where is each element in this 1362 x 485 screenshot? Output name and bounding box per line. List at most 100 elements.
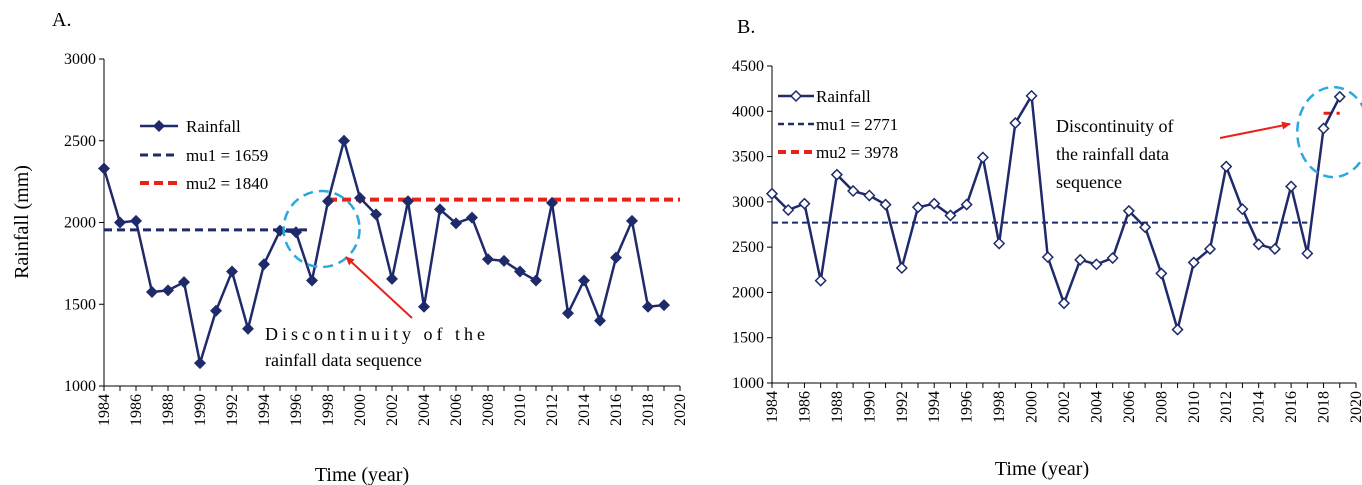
panel-a-annotation-line-1: Discontinuity of the [265, 324, 485, 344]
panel-b-rainfall-point [1187, 256, 1200, 269]
panel-b-x-tick-label: 2006 [1121, 391, 1138, 423]
panel-b-y-tick-label: 4500 [732, 58, 764, 75]
panel-b-rainfall-point [1301, 247, 1314, 260]
panel-a-x-tick-label: 2004 [416, 394, 433, 426]
panel-a-rainfall-point [626, 214, 638, 227]
panel-b-x-tick-label: 2010 [1186, 391, 1203, 423]
panel-b-x-tick-label: 1994 [926, 391, 943, 423]
panel-b-rainfall-point [798, 197, 811, 210]
panel-a-y-tick-label: 1500 [64, 296, 96, 313]
panel-b-rainfall-point [1285, 180, 1298, 193]
panel-a-x-tick-label: 2014 [576, 394, 593, 426]
panel-a-x-tick-label: 1984 [96, 394, 113, 426]
panel-a-x-tick-label: 2000 [352, 394, 369, 426]
panel-b-legend: Rainfall mu1 = 2771 mu2 = 3978 [778, 87, 898, 162]
panel-b-rainfall-point [1333, 90, 1346, 103]
panel-a-x-tick-label: 2008 [480, 394, 497, 426]
panel-b-rainfall-point [1009, 116, 1022, 130]
panel-b-x-tick-label: 1998 [991, 391, 1008, 423]
panel-a-x-tick-label: 2016 [608, 394, 625, 426]
panel-a-y-tick-label: 3000 [64, 51, 96, 68]
panel-a-x-tick-label: 2002 [384, 394, 401, 426]
panel-b-x-tick-label: 2014 [1251, 391, 1268, 423]
panel-a-x-tick-label: 2012 [544, 394, 561, 426]
panel-b-y-tick-label: 3000 [732, 194, 764, 211]
panel-a-legend-rainfall: Rainfall [186, 117, 241, 136]
panel-b-legend-mu2: mu2 = 3978 [816, 143, 898, 162]
panel-b-x-axis-title: Time (year) [995, 458, 1089, 480]
panel-a-x-tick-label: 2010 [512, 394, 529, 426]
panel-b-legend-rainfall: Rainfall [816, 87, 871, 106]
panel-a-legend-mu1: mu1 = 1659 [186, 146, 268, 165]
panel-b-rainfall-point [863, 189, 876, 202]
panel-a-rainfall-point [242, 322, 254, 335]
panel-a-rainfall-point [258, 258, 270, 271]
panel-b-x-tick-label: 1984 [764, 391, 781, 423]
panel-b-rainfall-point [1203, 242, 1217, 256]
panel-b-rainfall-point [1171, 323, 1184, 336]
panel-b-rainfall-point [1090, 258, 1103, 271]
panel-a-x-tick-label: 1994 [256, 394, 273, 426]
panel-a-x-tick-label: 1998 [320, 394, 337, 426]
panel-a-rainfall-point [130, 214, 142, 227]
panel-a-rainfall-point [450, 217, 462, 230]
panel-b-label: B. [737, 16, 755, 38]
panel-b-rainfall-point [928, 197, 941, 210]
panel-a-y-tick-label: 2000 [64, 215, 96, 232]
panel-b-rainfall-point [1025, 89, 1038, 102]
panel-a-rainfall-point [434, 203, 446, 216]
panel-b-x-tick-label: 1988 [829, 391, 846, 423]
panel-a-rainfall-point [162, 284, 174, 297]
panel-a-x-tick-label: 1988 [160, 394, 177, 426]
panel-a-rainfall-point [658, 299, 670, 312]
panel-a-x-tick-label: 2018 [640, 394, 657, 426]
panel-b-rainfall-point [976, 151, 989, 164]
panel-b-x-tick-label: 1996 [959, 391, 976, 423]
panel-a-rainfall-point [562, 307, 574, 320]
panel-a-x-tick-label: 2020 [672, 394, 689, 426]
panel-b-y-tick-label: 1500 [732, 330, 764, 347]
panel-a-x-tick-label: 2006 [448, 394, 465, 426]
panel-a-rainfall-point [194, 357, 206, 370]
panel-b-rainfall-point [830, 168, 843, 181]
panel-a-y-tick-label: 1000 [64, 378, 96, 395]
panel-b-rainfall-point [1268, 242, 1281, 256]
panel-b-rainfall-point [1122, 204, 1135, 217]
panel-a-rainfall-point [98, 162, 110, 175]
panel-b-x-tick-label: 2018 [1316, 391, 1333, 423]
panel-b-x-tick-label: 1990 [861, 391, 878, 423]
panel-b-rainfall-point [895, 261, 908, 275]
panel-b-plot: 1000 1500 2000 2500 3000 3500 4000 4500 1984 1986… [732, 58, 1362, 423]
panel-b-rainfall-point [847, 184, 860, 198]
panel-a-rainfall-point [338, 134, 350, 147]
panel-a-rainfall-point [546, 196, 558, 209]
panel-a-legend-mu2: mu2 = 1840 [186, 174, 268, 193]
panel-b-rainfall-point [960, 198, 973, 211]
panel-b-rainfall-point [1057, 297, 1071, 310]
panel-b-rainfall-point [1106, 251, 1119, 265]
panel-b-y-tick-label: 1000 [732, 375, 764, 392]
panel-a-rainfall-point [498, 254, 510, 267]
panel-a-rainfall-point [226, 265, 238, 278]
panel-a-rainfall-point [322, 195, 334, 208]
panel-b-y-tick-label: 4000 [732, 103, 764, 120]
panel-a-rainfall-point [210, 304, 222, 317]
panel-b-x-tick-label: 2012 [1218, 391, 1235, 423]
panel-b-rainfall-point [944, 209, 957, 222]
panel-b-y-tick-label: 2000 [732, 284, 764, 301]
panel-b-rainfall-point [1041, 251, 1054, 264]
panel-a-y-axis-title: Rainfall (mm) [11, 165, 33, 279]
panel-b-y-tick-label: 3500 [732, 149, 764, 166]
panel-a-rainfall-point [146, 285, 158, 298]
panel-b-x-tick-label: 2020 [1348, 391, 1362, 423]
panel-b-rainfall-point [911, 201, 925, 214]
panel-a-rainfall-point [354, 191, 366, 204]
panel-a-rainfall-point [178, 276, 190, 289]
panel-b-x-tick-label: 2004 [1088, 391, 1105, 423]
panel-a-rainfall-point [594, 314, 606, 327]
panel-b-discontinuity-circle [1296, 85, 1362, 179]
panel-a-rainfall-point [530, 274, 542, 287]
panel-b-annotation-line-3: sequence [1056, 172, 1122, 192]
panel-b-rainfall-point [765, 187, 779, 200]
panel-b-rainfall-point [814, 274, 827, 287]
